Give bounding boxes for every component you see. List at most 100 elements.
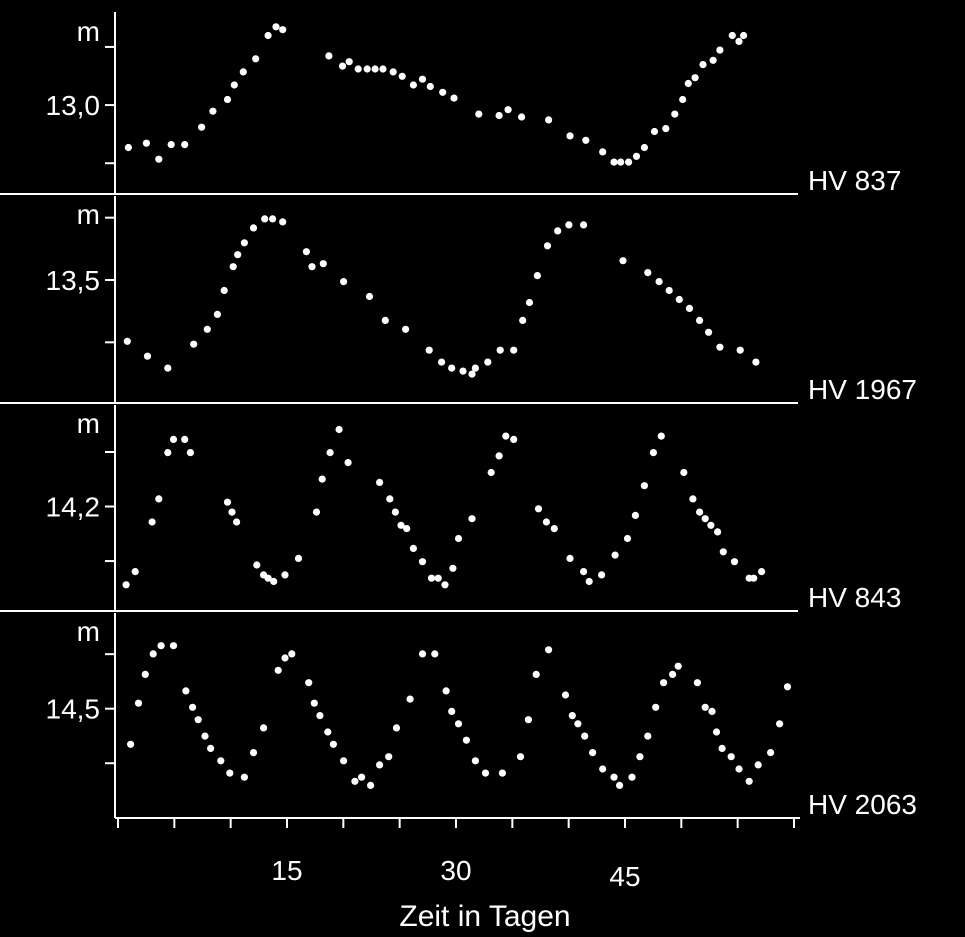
data-point [660,679,668,687]
data-point [249,749,258,757]
data-point [565,221,573,229]
data-point [131,568,139,576]
data-point [644,269,652,277]
data-point [582,136,590,144]
data-point [155,495,163,503]
data-point [431,650,439,658]
data-point [783,683,792,691]
data-point [312,508,321,516]
y-tick-label: 14,2 [46,492,101,523]
y-unit-label: m [77,199,100,230]
data-point [143,352,152,360]
data-point [487,468,495,477]
data-point [203,325,211,333]
data-point [689,495,697,503]
data-point [190,340,198,348]
data-point [568,712,576,720]
data-point [730,558,739,566]
data-point [274,666,282,674]
data-point [625,158,633,166]
data-point [525,298,534,307]
data-point [344,459,352,467]
data-point [516,753,525,761]
data-point [545,116,553,124]
data-point [468,515,476,523]
data-point [767,749,775,757]
x-tick-label: 45 [609,861,640,892]
data-point [632,152,641,160]
data-point [426,82,434,91]
data-point [524,716,533,724]
data-point [345,58,353,66]
data-point [462,736,470,744]
data-point [149,650,157,658]
data-point [228,508,236,516]
x-axis-ticks: 15 30 45 [117,818,795,892]
data-point [326,449,334,457]
data-point [223,95,232,104]
panel-2: m 13,5 HV 1967 [0,196,917,405]
data-point [650,127,659,136]
panels-layer: m 13,0 HV 837 m 13,5 HV 1967 m 14,2 HV 843 m 14,5 H… [0,12,917,820]
data-point [270,577,278,586]
y-tick-label: 14,5 [46,694,101,725]
data-point [628,773,636,781]
data-point [391,508,399,516]
data-point [617,158,625,166]
data-point [669,670,677,679]
data-point [418,558,427,566]
data-point [354,65,362,73]
data-point [223,498,232,506]
data-point [566,554,574,563]
data-point [418,650,427,658]
data-point [736,346,744,354]
data-point [363,65,371,73]
data-point [631,511,640,519]
data-point [376,478,384,486]
data-point [220,286,228,295]
data-point [454,534,463,543]
star-name-label: HV 1967 [808,374,917,405]
data-point [164,449,172,457]
data-point [450,94,458,102]
data-point [134,699,143,707]
data-point [329,740,337,748]
data-point [403,525,411,533]
data-point [502,432,510,440]
data-point [671,110,679,118]
data-point [186,449,194,457]
data-point [338,62,347,70]
data-point [234,251,242,259]
data-point [310,699,318,707]
data-point [264,31,272,40]
data-point [233,518,241,526]
data-point [454,720,463,728]
data-point [498,769,506,777]
data-point [484,358,492,366]
data-point [752,358,760,366]
data-point [365,292,374,301]
data-point [381,316,389,324]
x-tick-label: 15 [271,855,302,886]
data-point [201,732,209,740]
data-point [566,132,574,140]
data-point [699,61,707,69]
data-point [253,561,261,569]
data-point [398,72,406,80]
data-point [124,143,132,152]
y-unit-label: m [77,408,100,439]
data-point [182,687,190,695]
data-point [496,346,504,354]
data-point [294,554,303,563]
data-point [439,88,447,96]
data-point [239,68,247,76]
data-point [623,534,632,543]
data-point [662,125,670,133]
data-point [735,37,743,46]
panel-4: m 14,5 HV 2063 [46,613,917,820]
data-point [649,449,658,457]
data-point [619,257,627,265]
data-point [750,574,758,582]
star-name-label: HV 837 [808,165,901,196]
data-point [581,732,589,740]
